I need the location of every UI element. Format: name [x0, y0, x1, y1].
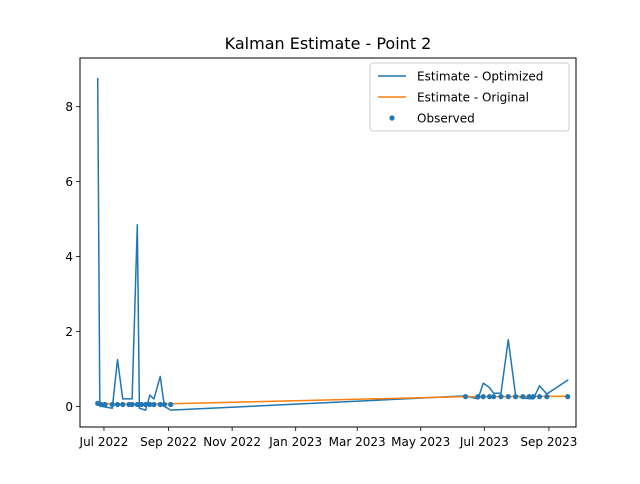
- x-tick-label-3: Jan 2023: [268, 435, 322, 449]
- observed-point-5: [120, 401, 126, 408]
- y-tick-label-2: 4: [65, 250, 73, 264]
- y-tick-label-0: 0: [65, 400, 73, 414]
- observed-point-4: [114, 401, 121, 408]
- observed-point-9: [138, 401, 145, 408]
- axes-frame: [79, 57, 577, 428]
- x-tick-label-2: Nov 2022: [203, 435, 261, 449]
- observed-point-19: [486, 394, 493, 400]
- y-tick-label-1: 2: [65, 325, 73, 339]
- observed-point-24: [520, 394, 526, 400]
- legend-label-estimate-optimized: Estimate - Optimized: [417, 70, 543, 84]
- observed-point-18: [480, 394, 486, 400]
- legend-label-observed: Observed: [417, 112, 475, 126]
- observed-point-23: [512, 394, 519, 400]
- observed-point-3: [109, 401, 115, 408]
- observed-point-20: [491, 394, 497, 400]
- legend: Estimate - Optimized Estimate - Original O…: [369, 62, 570, 132]
- legend-box: [369, 62, 570, 132]
- observed-point-1: [98, 401, 104, 408]
- observed-point-27: [536, 394, 543, 400]
- observed-point-13: [157, 401, 163, 408]
- observed-point-15: [168, 401, 174, 408]
- observed-point-17: [475, 394, 481, 400]
- plot-area: [95, 77, 571, 411]
- y-tick-label-3: 6: [65, 175, 73, 189]
- axes: Jul 2022 Sep 2022 Nov 2022 Jan 2023 Mar 2023…: [65, 57, 577, 449]
- observed-point-21: [498, 394, 504, 400]
- y-tick-label-4: 8: [65, 100, 73, 114]
- observed-point-7: [129, 401, 135, 408]
- observed-point-11: [147, 401, 153, 408]
- observed-point-8: [134, 401, 140, 408]
- plot-series-group: [95, 77, 571, 411]
- observed-point-10: [143, 401, 149, 408]
- x-tick-label-0: Jul 2022: [79, 435, 129, 449]
- x-tick-label-4: Mar 2023: [329, 435, 386, 449]
- x-tick-label-6: Jul 2023: [459, 435, 509, 449]
- observed-point-22: [505, 394, 511, 400]
- observed-point-2: [102, 401, 108, 408]
- x-tick-label-7: Sep 2023: [520, 435, 577, 449]
- observed-point-16: [462, 394, 469, 400]
- observed-point-25: [526, 394, 532, 400]
- legend-marker-observed: [389, 115, 395, 121]
- observed-point-26: [530, 394, 536, 400]
- observed-point-14: [161, 401, 167, 408]
- observed-point-12: [151, 401, 157, 408]
- observed-point-29: [565, 394, 571, 400]
- legend-label-estimate-original: Estimate - Original: [417, 91, 529, 105]
- x-tick-label-5: May 2023: [391, 435, 450, 449]
- x-tick-label-1: Sep 2022: [140, 435, 197, 449]
- chart-title: Kalman Estimate - Point 2: [225, 34, 432, 53]
- observed-point-28: [544, 394, 550, 400]
